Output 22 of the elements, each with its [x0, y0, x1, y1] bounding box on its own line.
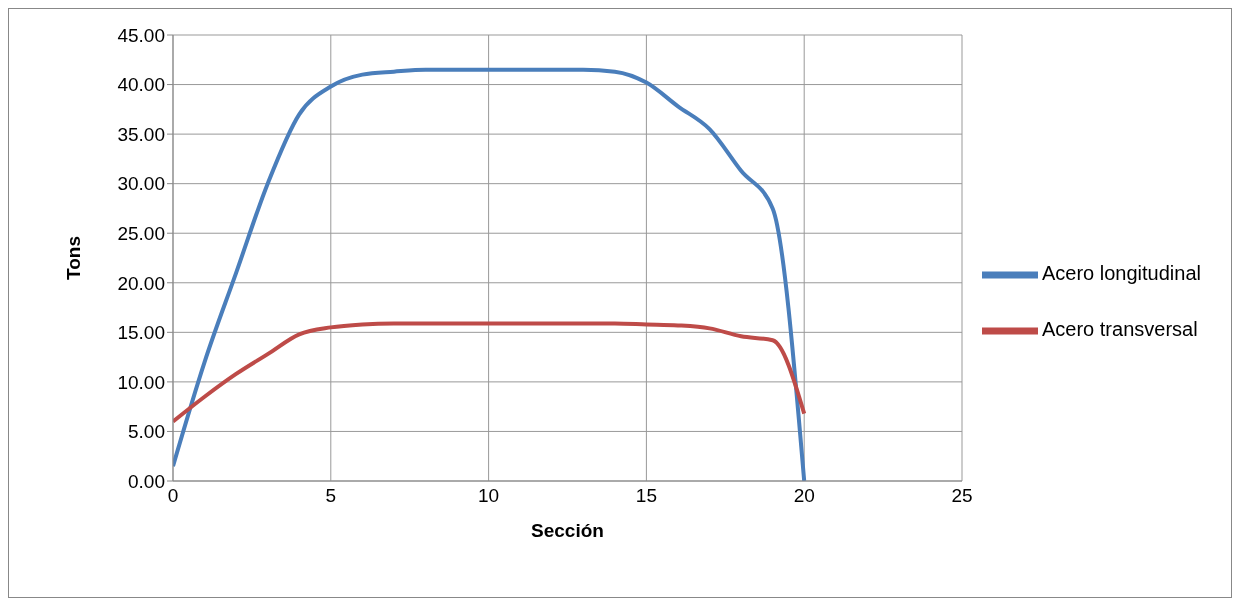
x-axis-title: Sección	[531, 520, 604, 541]
legend-label: Acero transversal	[1042, 318, 1198, 341]
line-series	[173, 67, 807, 481]
x-tick-label: 20	[793, 485, 815, 507]
x-tick-label: 25	[951, 485, 973, 507]
y-axis-title: Tons	[62, 236, 84, 280]
y-tick-label: 15.00	[117, 322, 165, 344]
x-tick-label: 0	[167, 485, 179, 507]
x-tick-label: 15	[635, 485, 657, 507]
x-tick-label: 5	[325, 485, 337, 507]
legend-label: Acero longitudinal	[1042, 262, 1201, 285]
y-tick-label: 20.00	[117, 272, 165, 294]
y-tick-label: 25.00	[117, 222, 165, 244]
y-tick-label: 30.00	[117, 173, 165, 195]
y-tick-label: 45.00	[117, 24, 165, 46]
y-tick-label: 0.00	[128, 470, 165, 492]
y-tick-label: 5.00	[128, 421, 165, 443]
line-series	[173, 321, 807, 424]
y-tick-label: 10.00	[117, 371, 165, 393]
y-tick-label: 35.00	[117, 123, 165, 145]
y-tick-label: 40.00	[117, 74, 165, 96]
x-tick-label: 10	[478, 485, 500, 507]
